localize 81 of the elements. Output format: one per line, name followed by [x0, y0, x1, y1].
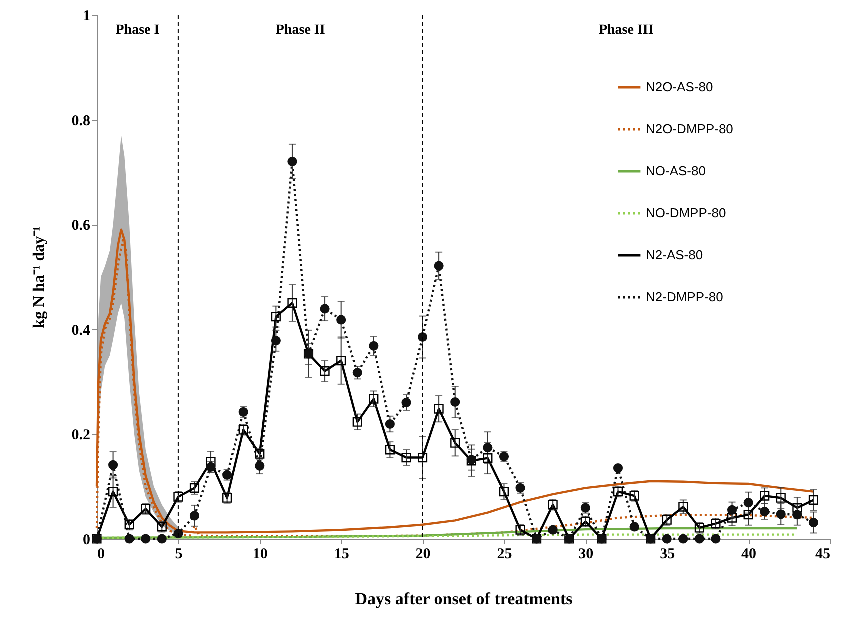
point [190, 483, 200, 493]
point [418, 452, 428, 463]
point [744, 498, 754, 508]
point [271, 312, 281, 322]
point [776, 510, 786, 520]
point [711, 534, 721, 544]
point [727, 513, 738, 523]
point [808, 495, 818, 506]
x-tick-label: 40 [742, 546, 757, 562]
point [288, 298, 298, 308]
annotation: Phase I [116, 23, 160, 38]
y-tick-label: 0.6 [72, 218, 91, 234]
x-tick-label: 15 [334, 546, 350, 562]
point [108, 460, 118, 470]
point [369, 394, 379, 404]
point [678, 502, 688, 512]
y-tick-label: 1 [83, 8, 90, 24]
annotation: Phase II [276, 23, 326, 38]
point [450, 397, 460, 408]
x-tick-label: 20 [416, 546, 431, 562]
y-tick-label: 0 [83, 532, 90, 548]
point [694, 534, 704, 544]
x-tick-label: 35 [660, 546, 676, 562]
point [662, 534, 672, 544]
x-tick-label: 45 [816, 546, 830, 562]
point [402, 452, 412, 463]
x-tick-label: 30 [578, 546, 594, 562]
point [760, 491, 770, 501]
legend-label: N2O-DMPP-80 [646, 122, 734, 136]
point [352, 417, 362, 427]
point [434, 404, 444, 414]
point [124, 534, 134, 544]
point [157, 534, 167, 544]
y-tick-label: 0.8 [72, 113, 90, 130]
point [108, 487, 118, 497]
point [385, 419, 395, 430]
x-tick-label: 0 [98, 546, 105, 562]
point [499, 487, 510, 497]
point [792, 503, 802, 513]
point [336, 356, 346, 366]
annotation: Phase III [598, 23, 654, 38]
point [792, 510, 802, 520]
point [271, 336, 281, 346]
point [320, 366, 330, 376]
legend-label: N2-AS-80 [646, 248, 704, 262]
point [255, 461, 265, 471]
point [760, 506, 770, 517]
point [385, 445, 395, 455]
point [744, 510, 754, 520]
point [630, 522, 640, 532]
x-tick-label: 5 [175, 546, 183, 562]
point [174, 528, 184, 539]
point [418, 332, 428, 342]
point [288, 156, 298, 166]
point [336, 315, 346, 325]
x-tick-label: 25 [497, 546, 512, 562]
point [678, 534, 688, 544]
point [727, 505, 738, 515]
point [548, 525, 558, 535]
y-axis-title: kg N ha⁻¹ day⁻¹ [30, 226, 48, 328]
point [369, 341, 379, 351]
point [434, 261, 444, 271]
point [320, 304, 330, 314]
y-tick-label: 0.4 [72, 322, 91, 339]
legend-label: NO-AS-80 [646, 164, 706, 178]
point [450, 438, 460, 448]
legend-label: N2O-AS-80 [646, 80, 714, 94]
point [776, 493, 786, 503]
point [613, 463, 624, 474]
point [141, 534, 151, 544]
point [206, 457, 216, 467]
x-axis-title: Days after onset of treatments [355, 590, 574, 608]
point [402, 398, 412, 408]
y-tick-label: 0.2 [72, 428, 90, 444]
point [483, 454, 493, 464]
point [808, 518, 818, 528]
point [190, 511, 200, 521]
point [483, 443, 493, 453]
x-tick-label: 10 [252, 546, 268, 562]
legend-label: N2-DMPP-80 [646, 290, 724, 304]
legend-label: NO-DMPP-80 [646, 206, 726, 220]
